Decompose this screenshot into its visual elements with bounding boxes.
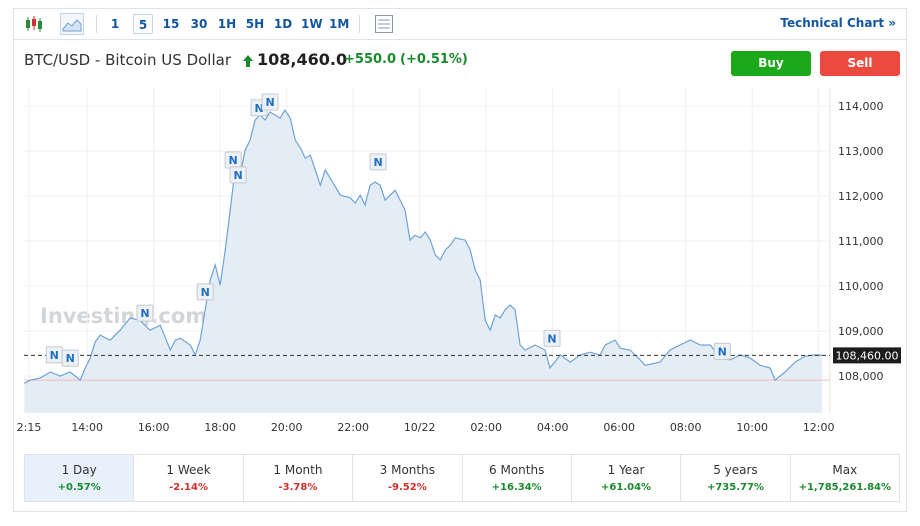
period-tab[interactable]: 1 Year +61.04% [572, 455, 682, 501]
period-label: 1 Day [61, 463, 97, 477]
last-price: 108,460.0 [257, 50, 348, 69]
period-bar: 1 Day +0.57% 1 Week -2.14% 1 Month -3.78% 3 Mo… [24, 454, 900, 502]
instrument-name: BTC/USD - Bitcoin US Dollar [24, 51, 231, 69]
period-change: +0.57% [57, 482, 101, 493]
interval-button[interactable]: 5 [133, 14, 153, 34]
table-icon[interactable] [374, 14, 394, 34]
candlestick-icon[interactable] [24, 15, 44, 33]
interval-button[interactable]: 1H [217, 17, 237, 31]
period-label: 5 years [713, 463, 758, 477]
period-tab[interactable]: 3 Months -9.52% [353, 455, 463, 501]
separator [96, 15, 97, 33]
up-arrow [243, 55, 253, 67]
period-change: +735.77% [706, 482, 764, 493]
price-change: +550.0 [344, 52, 397, 67]
period-label: 3 Months [379, 463, 435, 477]
toolbar: Technical Chart » 1 5 15 30 1H 5H 1D 1W 1M [14, 9, 906, 40]
interval-button[interactable]: 15 [162, 17, 180, 31]
period-change: -3.78% [278, 482, 318, 493]
buy-button[interactable]: Buy [731, 51, 811, 76]
interval-button[interactable]: 1M [329, 17, 350, 31]
interval-button[interactable]: 5H [245, 17, 265, 31]
widget: Technical Chart » 1 5 15 30 1H 5H 1D 1W 1M BTC/U… [13, 8, 907, 512]
period-label: 1 Month [273, 463, 323, 477]
period-tab[interactable]: Max +1,785,261.84% [791, 455, 899, 501]
interval-button[interactable]: 1W [301, 17, 323, 31]
period-tab[interactable]: 1 Day +0.57% [25, 455, 135, 501]
period-tab[interactable]: 1 Month -3.78% [244, 455, 354, 501]
interval-button[interactable]: 1 [110, 17, 120, 31]
interval-button[interactable]: 1D [273, 17, 293, 31]
technical-chart-link[interactable]: Technical Chart » [780, 16, 896, 30]
period-tab[interactable]: 1 Week -2.14% [134, 455, 244, 501]
period-label: Max [832, 463, 858, 477]
period-change: -9.52% [387, 482, 427, 493]
period-tab[interactable]: 6 Months +16.34% [463, 455, 572, 501]
interval-button[interactable]: 30 [190, 17, 208, 31]
period-label: 1 Week [166, 463, 211, 477]
period-change: +61.04% [601, 482, 652, 493]
period-change: +1,785,261.84% [798, 482, 892, 493]
period-tab[interactable]: 5 years +735.77% [681, 455, 791, 501]
price-change-percent: (+0.51%) [400, 52, 468, 67]
period-label: 6 Months [489, 463, 545, 477]
sell-button[interactable]: Sell [820, 51, 900, 76]
area-icon[interactable] [60, 13, 84, 35]
period-change: -2.14% [169, 482, 208, 493]
period-label: 1 Year [607, 463, 645, 477]
separator [359, 15, 360, 33]
period-change: +16.34% [491, 482, 542, 493]
